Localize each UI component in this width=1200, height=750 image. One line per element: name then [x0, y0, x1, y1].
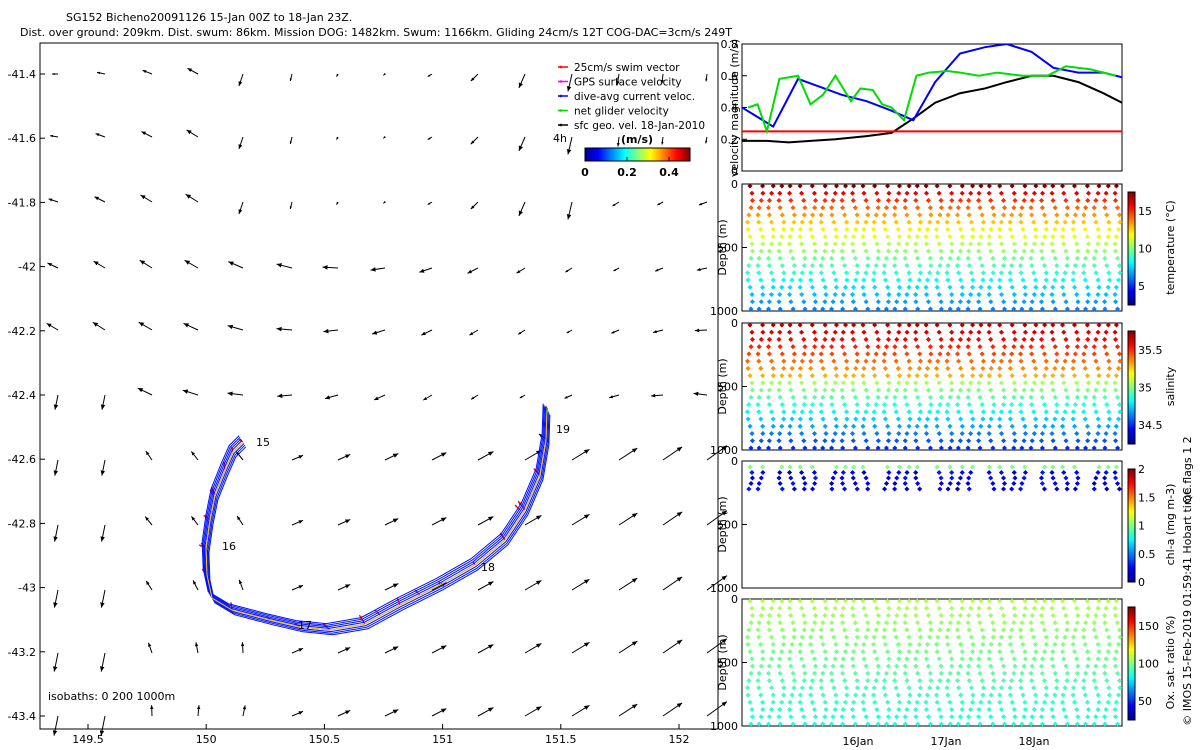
day-label: 17	[298, 619, 312, 632]
profile-panel: 05001000Depth (m)51015 temperature (°C)	[710, 178, 1177, 318]
day-label: 16	[222, 540, 236, 553]
day-label: 15	[256, 436, 270, 449]
colorbar-tick-label: 100	[1138, 658, 1159, 671]
map-y-tick-label: -43	[18, 582, 36, 595]
figure-subtitle: Dist. over ground: 209km. Dist. swum: 86…	[20, 26, 732, 39]
colorbar-label: salinity	[1164, 366, 1177, 406]
day-label: 19	[556, 423, 570, 436]
colorbar-label: temperature (°C)	[1164, 200, 1177, 294]
colorbar-label: chl-a (mg m-3)	[1164, 484, 1177, 566]
colorbar-tick-label: 15	[1138, 205, 1152, 218]
profile-panel: 05001000Depth (m)34.53535.5salinity	[710, 317, 1177, 457]
map-y-tick-label: -41.6	[8, 132, 36, 145]
colorbar-tick-label: 1.5	[1138, 491, 1156, 504]
profile-colorbar	[1128, 192, 1135, 305]
profile-panel: 05001000Depth (m)00.511.52chl-a (mg m-3)	[710, 455, 1177, 595]
profile-frame	[742, 184, 1122, 311]
map-plot-frame	[40, 43, 718, 729]
profile-colorbar	[1128, 469, 1135, 582]
map-x-tick-label: 150	[196, 733, 217, 746]
colorbar-label: Ox. sat. ratio (%)	[1164, 616, 1177, 710]
colorbar-tick-label: 0	[1138, 576, 1145, 589]
colorbar-tick-label: 1	[1138, 520, 1145, 533]
colorbar-tick-label: 35	[1138, 382, 1152, 395]
credit-text: © IMOS 15-Feb-2019 01:59:41 Hobart time.	[1181, 484, 1194, 726]
colorbar-tick-label: 0.5	[1138, 548, 1156, 561]
map-y-tick-label: -41.8	[8, 196, 36, 209]
legend-label: 25cm/s swim vector	[574, 62, 680, 74]
profile-frame	[742, 599, 1122, 726]
map-y-tick-label: -42	[18, 261, 36, 274]
isobaths-label: isobaths: 0 200 1000m	[48, 690, 175, 703]
day-label: 18	[481, 561, 495, 574]
legend-label: sfc geo. vel. 18-Jan-2010	[574, 120, 705, 132]
colorbar-title: (m/s)	[621, 133, 653, 146]
profile-colorbar	[1128, 607, 1135, 720]
colorbar-tick-label: 0.2	[617, 166, 637, 179]
map-y-tick-label: -42.6	[8, 453, 36, 466]
map-y-axis: -41.4 -41.6 -41.8 -42 -42.2 -42.4 -42.6 -42.8 -4…	[8, 68, 45, 723]
colorbar-tick-label: 5	[1138, 280, 1145, 293]
map-y-tick-label: -41.4	[8, 68, 36, 81]
profile-frame	[742, 461, 1122, 588]
legend-label: net glider velocity	[574, 106, 669, 118]
map-x-tick-label: 149.5	[72, 733, 104, 746]
colorbar-tick-label: 34.5	[1138, 419, 1163, 432]
figure-title: SG152 Bicheno20091126 15-Jan 00Z to 18-J…	[66, 11, 352, 24]
time-tick-label: 17Jan	[931, 735, 962, 748]
map-x-tick-label: 151.5	[545, 733, 577, 746]
map-y-tick-label: -42.4	[8, 389, 36, 402]
map-y-tick-label: -43.2	[8, 646, 36, 659]
velocity-plot-frame	[742, 44, 1122, 171]
profile-panel: 05001000Depth (m)50100150 Ox. sat. ratio …	[710, 593, 1177, 733]
time-axis: 16Jan 17Jan 18Jan	[843, 735, 1050, 748]
depth-axis-label: Depth (m)	[716, 496, 729, 552]
map-y-tick-label: -42.8	[8, 517, 36, 530]
colorbar-gradient	[585, 148, 690, 161]
legend-label: GPS surface velocity	[574, 77, 682, 89]
colorbar-tick-label: 0	[581, 166, 589, 179]
depth-axis-label: Depth (m)	[716, 634, 729, 690]
map-y-tick-label: -43.4	[8, 710, 36, 723]
map-x-tick-label: 150.5	[309, 733, 341, 746]
depth-axis-label: Depth (m)	[716, 219, 729, 275]
figure-canvas: 149.5 150 150.5 151 151.5 152 -41.4-41.6-41.8…	[0, 0, 1200, 750]
depth-tick-label: 0	[731, 317, 738, 330]
depth-tick-label: 0	[731, 178, 738, 191]
map-x-tick-label: 151	[432, 733, 453, 746]
depth-axis-label: Depth (m)	[716, 358, 729, 414]
scale-label: 4h	[553, 132, 567, 145]
map-y-tick-label: -42.2	[8, 325, 36, 338]
velocity-ylabel: velocity magnitude (m/s)	[728, 39, 741, 177]
colorbar-tick-label: 10	[1138, 243, 1152, 256]
depth-tick-label: 0	[731, 593, 738, 606]
time-tick-label: 16Jan	[843, 735, 874, 748]
map-x-tick-label: 152	[669, 733, 690, 746]
profile-panels: 05001000Depth (m)51015 temperature (°C)05…	[710, 178, 1177, 733]
colorbar-tick-label: 35.5	[1138, 344, 1163, 357]
colorbar-tick-label: 50	[1138, 695, 1152, 708]
colorbar-tick-label: 0.4	[659, 166, 679, 179]
depth-tick-label: 1000	[710, 720, 738, 733]
profile-frame	[742, 323, 1122, 450]
colorbar-tick-label: 150	[1138, 620, 1159, 633]
depth-tick-label: 0	[731, 455, 738, 468]
profile-colorbar	[1128, 331, 1135, 444]
colorbar-tick-label: 2	[1138, 463, 1145, 476]
legend-label: dive-avg current veloc.	[574, 91, 695, 103]
time-tick-label: 18Jan	[1019, 735, 1050, 748]
